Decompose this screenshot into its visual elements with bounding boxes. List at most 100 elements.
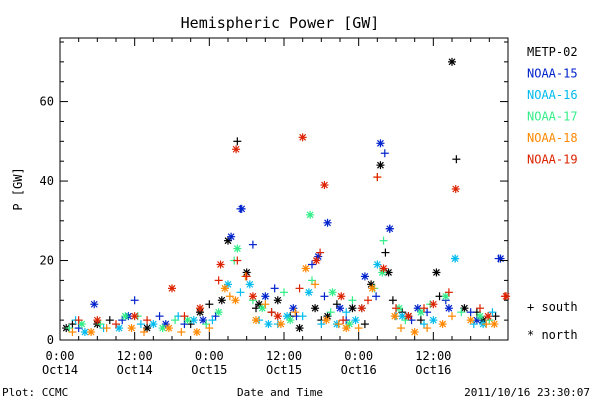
point-noaa-18-south bbox=[140, 328, 148, 337]
point-noaa-17-south bbox=[348, 296, 357, 305]
point-noaa-16-north bbox=[149, 320, 158, 329]
x-tick-date-label: Oct14 bbox=[117, 363, 153, 377]
point-noaa-15-north bbox=[323, 218, 332, 227]
point-noaa-19-south bbox=[233, 256, 242, 265]
point-noaa-16-north bbox=[245, 280, 254, 289]
legend-entry-noaa-16: NOAA-16 bbox=[527, 88, 578, 102]
point-noaa-19-south bbox=[180, 312, 189, 321]
point-noaa-18-north bbox=[127, 324, 136, 333]
point-noaa-19-north bbox=[379, 264, 388, 273]
point-noaa-19-north bbox=[93, 316, 102, 325]
point-metp-02-south bbox=[233, 137, 242, 146]
point-noaa-19-north bbox=[216, 260, 225, 269]
point-noaa-15-south bbox=[308, 260, 316, 269]
point-metp-02-south bbox=[381, 248, 390, 257]
y-tick-label: 0 bbox=[47, 333, 54, 347]
point-noaa-17-north bbox=[286, 316, 295, 325]
point-noaa-17-north bbox=[476, 312, 484, 321]
point-noaa-15-north bbox=[289, 304, 298, 313]
point-noaa-19-south bbox=[316, 248, 325, 257]
point-noaa-17-south bbox=[326, 308, 335, 317]
point-noaa-19-north bbox=[502, 292, 511, 301]
point-noaa-19-south bbox=[339, 316, 348, 325]
point-noaa-17-north bbox=[214, 308, 223, 317]
point-metp-02-north bbox=[311, 304, 320, 313]
point-noaa-15-north bbox=[237, 204, 246, 213]
point-noaa-16-north bbox=[398, 312, 407, 321]
point-noaa-19-south bbox=[74, 316, 83, 325]
point-noaa-15-south bbox=[130, 296, 139, 305]
point-noaa-19-north bbox=[451, 185, 460, 193]
y-axis-ticks: 0 20 40 60 bbox=[40, 41, 508, 347]
point-metp-02-north bbox=[348, 304, 357, 313]
data-marks bbox=[62, 57, 511, 337]
point-metp-02-south bbox=[360, 320, 369, 329]
point-noaa-15-south bbox=[372, 292, 381, 301]
point-noaa-15-north bbox=[199, 316, 208, 325]
point-noaa-19-north bbox=[232, 145, 241, 154]
point-metp-02-north bbox=[376, 161, 385, 170]
point-noaa-18-north bbox=[276, 320, 285, 329]
point-noaa-18-north bbox=[220, 284, 229, 293]
point-noaa-18-north bbox=[192, 328, 201, 337]
y-axis-label: P [GW] bbox=[11, 167, 25, 210]
point-noaa-15-north bbox=[360, 272, 369, 281]
point-noaa-19-south bbox=[214, 276, 223, 285]
point-noaa-18-north bbox=[390, 312, 399, 321]
point-noaa-16-south bbox=[317, 320, 326, 329]
point-noaa-19-north bbox=[298, 133, 307, 142]
point-metp-02-north bbox=[448, 57, 456, 66]
point-noaa-17-south bbox=[171, 316, 180, 325]
point-metp-02-south bbox=[452, 155, 461, 164]
x-axis-label: Date and Time bbox=[237, 386, 323, 399]
point-noaa-15-south bbox=[270, 284, 279, 293]
point-noaa-15-north bbox=[336, 304, 344, 313]
point-noaa-18-south bbox=[68, 328, 77, 337]
x-tick-time-label: 0:00 bbox=[195, 349, 224, 363]
marker-legend-south: + south bbox=[527, 300, 578, 314]
point-noaa-19-north bbox=[168, 284, 176, 293]
point-noaa-19-north bbox=[337, 292, 346, 301]
plot-timestamp: 2011/10/16 23:30:07 bbox=[464, 386, 590, 399]
point-noaa-16-north bbox=[351, 316, 360, 325]
point-noaa-18-north bbox=[231, 296, 240, 305]
point-noaa-19-south bbox=[143, 316, 152, 325]
point-noaa-16-north bbox=[264, 320, 273, 329]
point-noaa-18-south bbox=[334, 320, 343, 329]
plot-credit: Plot: CCMC bbox=[2, 386, 68, 399]
point-noaa-16-north bbox=[304, 288, 313, 297]
x-tick-date-label: Oct15 bbox=[266, 363, 302, 377]
y-tick-label: 40 bbox=[40, 174, 54, 188]
point-noaa-16-south bbox=[208, 316, 217, 325]
point-noaa-16-north bbox=[451, 254, 460, 263]
point-noaa-17-south bbox=[457, 308, 466, 317]
y-tick-label: 20 bbox=[40, 254, 54, 268]
point-noaa-18-south bbox=[311, 280, 320, 289]
x-tick-time-label: 0:00 bbox=[344, 349, 373, 363]
point-metp-02-north bbox=[217, 296, 226, 305]
point-noaa-19-north bbox=[429, 300, 438, 309]
chart-title: Hemispheric Power [GW] bbox=[181, 14, 380, 32]
point-noaa-18-north bbox=[87, 328, 96, 337]
point-noaa-18-north bbox=[368, 284, 377, 293]
point-noaa-17-north bbox=[233, 244, 242, 253]
point-noaa-15-north bbox=[227, 232, 236, 241]
legend-entry-noaa-18: NOAA-18 bbox=[527, 131, 578, 145]
point-noaa-15-north bbox=[385, 224, 394, 233]
point-noaa-16-north bbox=[429, 316, 438, 325]
point-noaa-18-north bbox=[438, 320, 447, 329]
point-noaa-18-south bbox=[102, 324, 111, 333]
point-noaa-18-south bbox=[225, 292, 234, 301]
x-tick-time-label: 12:00 bbox=[415, 349, 451, 363]
point-noaa-15-south bbox=[466, 308, 475, 317]
point-noaa-19-south bbox=[295, 284, 304, 293]
marker-legend: + south * north bbox=[527, 300, 578, 342]
point-noaa-18-north bbox=[301, 264, 310, 273]
point-noaa-18-north bbox=[164, 324, 173, 333]
point-noaa-15-south bbox=[248, 240, 257, 249]
point-noaa-15-north bbox=[376, 139, 385, 148]
point-noaa-16-north bbox=[373, 260, 382, 269]
point-noaa-16-south bbox=[342, 308, 351, 317]
